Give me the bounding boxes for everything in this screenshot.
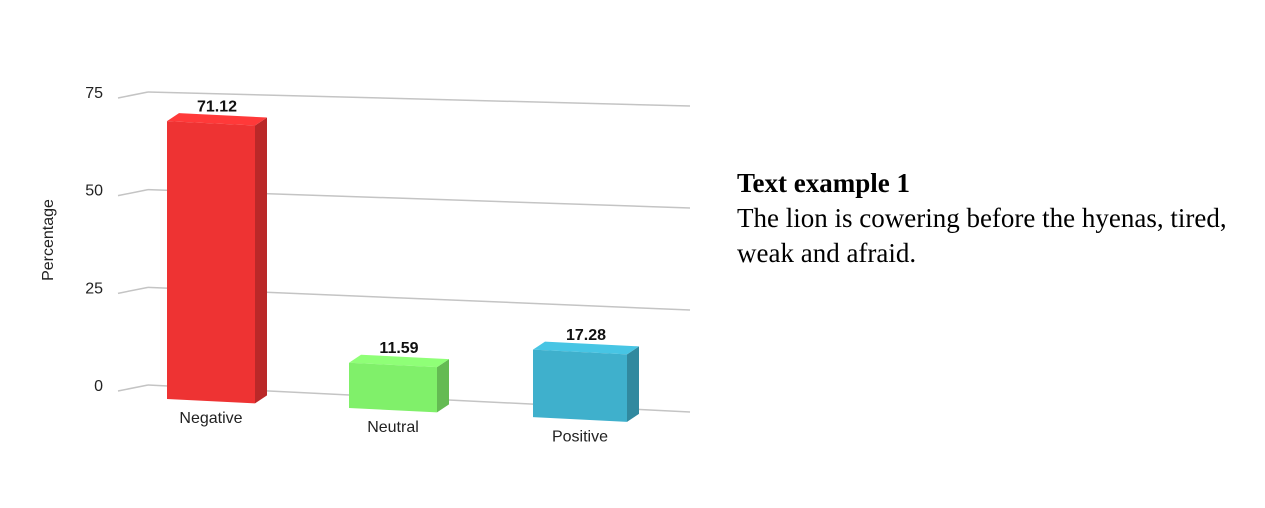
bar-side [627, 346, 639, 422]
tick-mark [117, 91, 149, 99]
y-tick-label: 50 [85, 183, 103, 200]
x-category-label: Negative [179, 410, 242, 427]
bar-side [255, 117, 267, 404]
tick-mark [117, 286, 149, 295]
bar-front [167, 121, 255, 404]
bar-neutral: 11.59 Neutral [349, 340, 449, 436]
y-axis-label: Percentage [40, 199, 57, 281]
y-tick-label: 0 [94, 378, 103, 395]
text-example-body: The lion is cowering before the hyenas, … [737, 203, 1227, 268]
bar-top [349, 354, 449, 368]
x-category-label: Neutral [367, 419, 419, 436]
sentiment-bar-chart: 0 25 50 75 Percentage 71.12 Negative 11.59 Neu… [40, 85, 691, 446]
y-tick-label: 75 [85, 85, 103, 102]
bar-negative: 71.12 Negative [167, 98, 267, 427]
y-tick-label: 25 [85, 280, 103, 297]
bar-value-label: 11.59 [379, 340, 418, 357]
gridline [147, 91, 691, 107]
bar-positive: 17.28 Positive [533, 327, 639, 446]
x-category-label: Positive [552, 429, 608, 446]
bar-value-label: 71.12 [197, 98, 237, 115]
bar-top [533, 341, 639, 355]
bar-top [167, 113, 267, 126]
bars: 71.12 Negative 11.59 Neutral 17.28 Positive [167, 98, 639, 446]
bar-front [533, 349, 627, 422]
bar-side [437, 359, 449, 413]
text-example-heading: Text example 1 [737, 168, 910, 198]
tick-mark [117, 188, 149, 197]
bar-front [349, 362, 437, 413]
y-axis-ticks: 0 25 50 75 [85, 85, 103, 395]
tick-mark [117, 384, 149, 392]
bar-value-label: 17.28 [566, 327, 606, 344]
text-example-panel: Text example 1 The lion is cowering befo… [737, 166, 1257, 271]
